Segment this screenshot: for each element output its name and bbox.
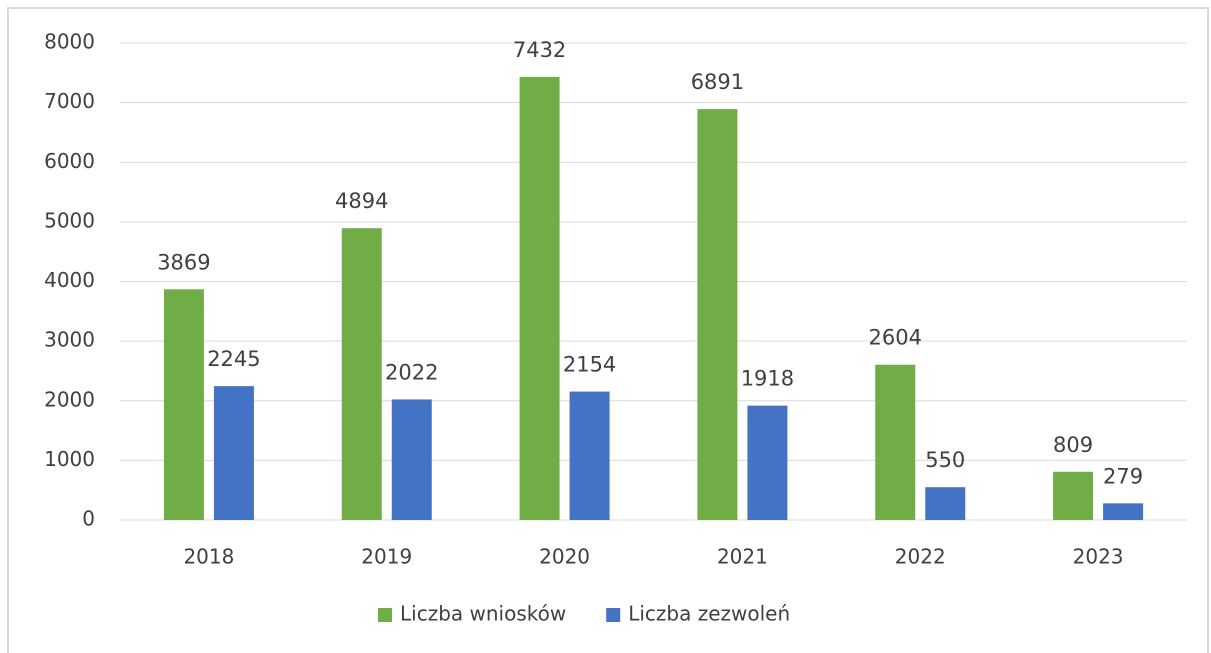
legend-swatch [378,608,392,622]
data-label: 2245 [207,347,260,371]
y-tick-label: 0 [82,507,95,531]
bar [925,487,966,520]
bar [341,228,382,520]
bar [1103,503,1144,520]
y-tick-label: 4000 [44,268,95,292]
y-tick-label: 5000 [44,208,95,232]
data-label: 6891 [691,70,744,94]
bar [213,386,254,520]
bar [519,76,560,520]
data-label: 7432 [513,38,566,62]
x-tick-label: 2022 [895,545,946,569]
data-label: 4894 [335,189,388,213]
legend-label: Liczba wniosków [400,602,566,626]
data-label: 550 [925,448,965,472]
bar [697,109,738,521]
data-label: 2154 [563,353,616,377]
chart-border [7,7,1209,653]
x-tick-label: 2018 [183,545,234,569]
bar [391,399,432,520]
data-label: 809 [1053,433,1093,457]
y-tick-label: 7000 [44,89,95,113]
y-tick-label: 2000 [44,387,95,411]
legend-label: Liczba zezwoleń [628,602,790,626]
data-label: 279 [1103,464,1143,488]
x-tick-label: 2019 [361,545,412,569]
x-tick-label: 2020 [539,545,590,569]
data-label: 2022 [385,360,438,384]
bar [163,289,204,520]
y-tick-label: 8000 [44,30,95,54]
bar [875,364,916,520]
y-tick-label: 3000 [44,328,95,352]
data-label: 2604 [869,326,922,350]
y-tick-label: 6000 [44,149,95,173]
y-tick-label: 1000 [44,447,95,471]
bar [1053,471,1094,520]
x-tick-label: 2021 [717,545,768,569]
bar [747,405,788,520]
bar [569,391,610,520]
data-label: 1918 [741,367,794,391]
x-tick-label: 2023 [1073,545,1124,569]
legend-swatch [606,608,621,622]
data-label: 3869 [157,250,210,274]
